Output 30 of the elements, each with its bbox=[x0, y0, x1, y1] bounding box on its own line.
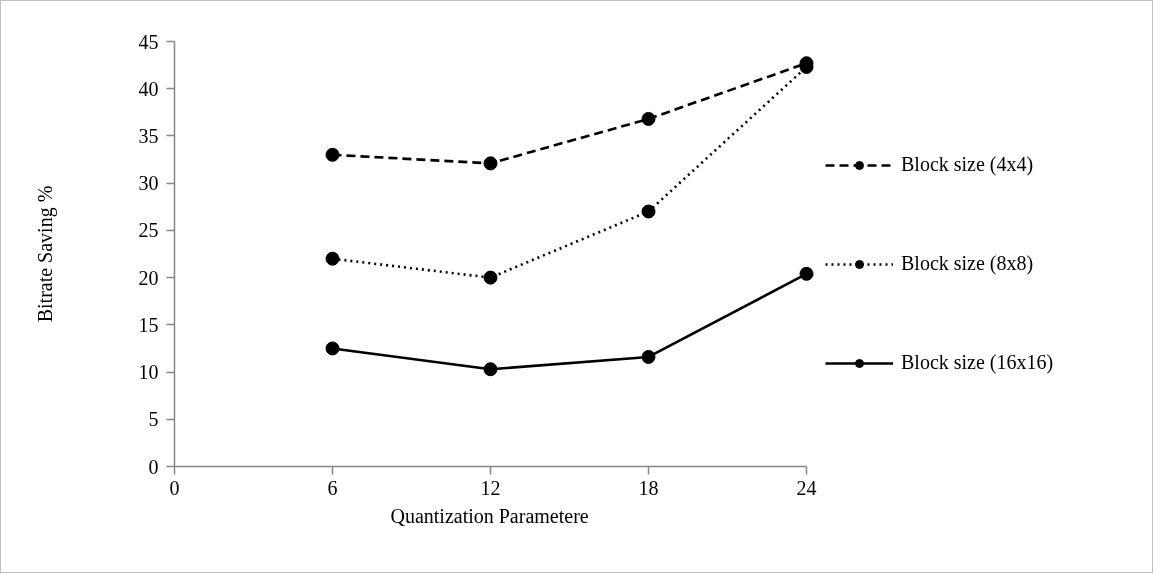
x-tick-label: 12 bbox=[480, 476, 501, 499]
y-tick-label: 40 bbox=[138, 77, 159, 100]
x-tick-label: 0 bbox=[169, 476, 180, 499]
point bbox=[325, 341, 340, 356]
point bbox=[483, 270, 498, 285]
y-tick-label: 15 bbox=[138, 313, 159, 336]
y-tick-label: 30 bbox=[138, 172, 159, 195]
x-tick-label: 18 bbox=[638, 476, 659, 499]
point bbox=[641, 111, 656, 126]
point bbox=[641, 349, 656, 364]
point bbox=[483, 362, 498, 377]
y-tick-label: 25 bbox=[138, 219, 159, 242]
point bbox=[641, 204, 656, 219]
y-axis-title: Bitrate Saving % bbox=[33, 185, 57, 323]
x-axis-title: Quantization Parametere bbox=[390, 504, 589, 527]
point bbox=[325, 251, 340, 266]
point bbox=[799, 266, 814, 281]
x-tick-label: 6 bbox=[327, 476, 338, 499]
point bbox=[325, 147, 340, 162]
y-tick-label: 20 bbox=[138, 266, 159, 289]
y-tick-label: 0 bbox=[148, 455, 159, 478]
legend-label: Block size (16x16) bbox=[901, 351, 1054, 374]
x-tick-label: 24 bbox=[796, 476, 817, 499]
legend-label: Block size (4x4) bbox=[901, 153, 1034, 176]
y-tick-label: 35 bbox=[138, 124, 159, 147]
point bbox=[483, 156, 498, 171]
y-tick-label: 5 bbox=[148, 408, 159, 431]
y-tick-label: 10 bbox=[138, 361, 159, 384]
y-tick-label: 45 bbox=[138, 30, 159, 53]
legend-label: Block size (8x8) bbox=[901, 252, 1034, 275]
